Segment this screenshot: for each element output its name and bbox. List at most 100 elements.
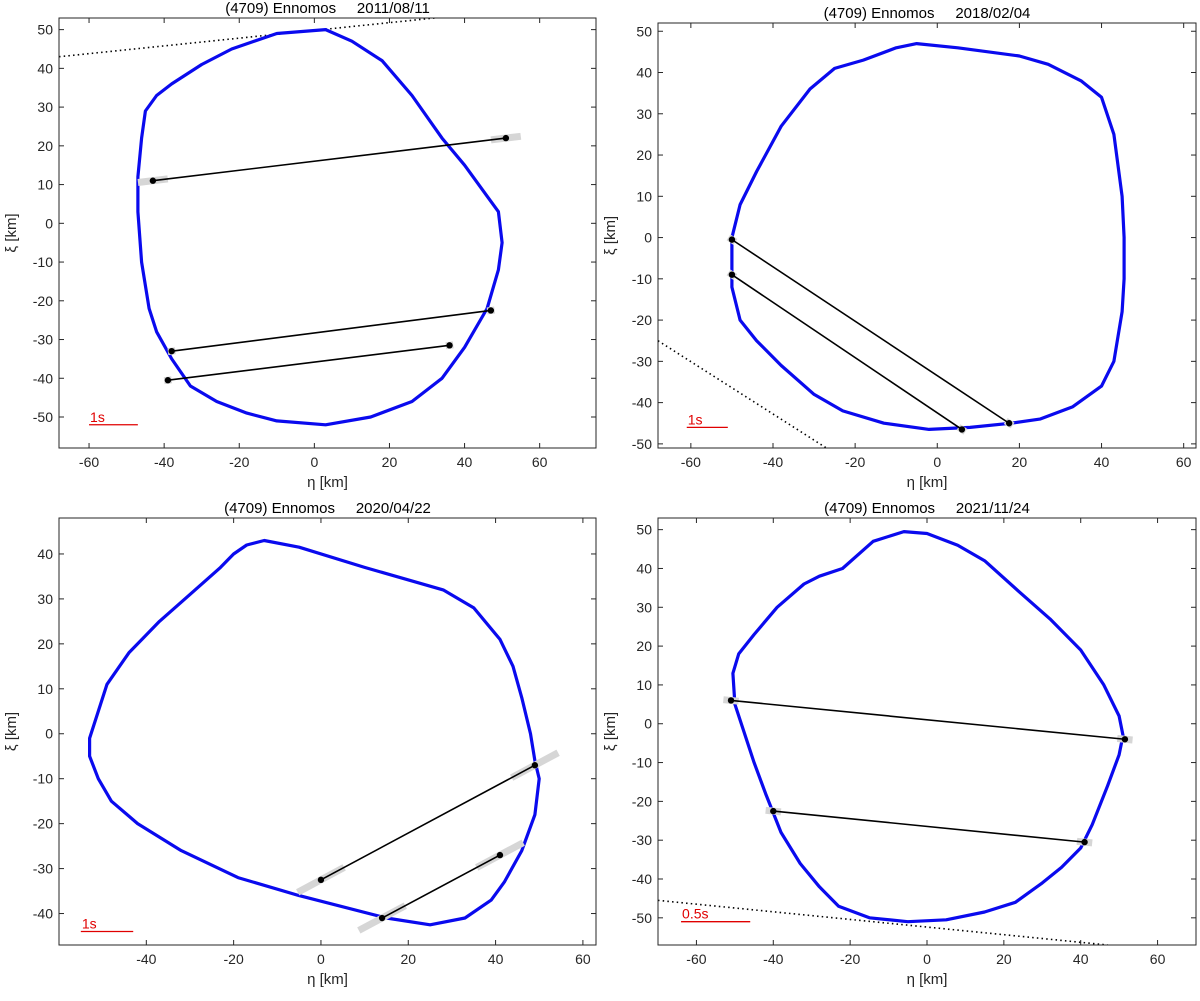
y-tick-label: 20 [636,147,652,163]
y-tick-label: 30 [37,99,53,115]
x-tick-label: -20 [224,951,244,967]
y-tick-label: -20 [632,312,652,328]
y-tick-label: 30 [636,106,652,122]
chord-point [446,342,453,349]
chord-point [728,236,736,243]
y-tick-label: -50 [33,409,53,425]
x-tick-label: 60 [532,454,548,470]
x-tick-label: -40 [136,951,156,967]
y-axis-label: ξ [km] [602,712,619,751]
chord-line [731,274,963,431]
chord-point [728,271,736,278]
x-tick-label: 0 [923,951,931,967]
y-tick-label: -40 [33,370,53,386]
y-tick-label: 0 [45,215,53,231]
negative-chord [658,340,827,448]
chart-panel-1: 1s -60 -40 -20 0 20 40 60 -50 -40 -30 -20 -10 0 10 20 30… [3,0,597,491]
chord-line [320,764,536,881]
chord-point [317,876,325,884]
y-tick-label: -20 [632,793,652,809]
shape-profile [730,41,1126,431]
x-axis-label: η [km] [307,971,348,988]
chord-line [152,137,506,182]
chart-title: (4709) Ennomos 2018/02/04 [824,5,1031,22]
x-tick-label: 0 [317,951,325,967]
x-tick-label: 20 [1012,454,1028,470]
chord-point [496,851,504,859]
chart-panel-2: 1s -60 -40 -20 0 20 40 60 -50 -40 -30 -20 -10 0 10 20 30… [602,5,1197,491]
y-tick-label: 0 [644,230,652,246]
y-tick-label: -30 [33,861,53,877]
y-tick-label: 0 [45,726,53,742]
y-tick-label: -10 [632,271,652,287]
chord-point [770,807,777,815]
y-tick-label: -30 [632,832,652,848]
chord-line [167,344,450,382]
y-tick-label: -30 [632,353,652,369]
y-tick-label: -10 [33,771,53,787]
x-tick-label: 40 [457,454,473,470]
axes-box [58,517,597,946]
y-axis-label: ξ [km] [602,216,619,255]
y-tick-label: 30 [37,591,53,607]
x-axis-label: η [km] [907,971,948,988]
y-tick-label: 50 [636,23,652,39]
y-tick-label: 40 [636,65,652,81]
y-tick-label: 40 [636,560,652,576]
x-tick-label: 0 [310,454,318,470]
chart-panel-4: 0.5s -60 -40 -20 0 20 40 60 -50 -40 -30 -20 -10 0 10 20… [602,500,1197,988]
y-axis-label: ξ [km] [3,213,20,252]
y-tick-label: 20 [37,636,53,652]
x-tick-label: -40 [154,454,174,470]
y-tick-label: 10 [636,677,652,693]
chord-line [171,309,491,352]
chord-point [531,762,539,769]
plot-area [658,41,1126,448]
y-tick-label: 50 [636,522,652,538]
y-tick-label: 0 [644,716,652,732]
y-tick-label: 10 [37,681,53,697]
y-tick-label: -40 [33,906,53,922]
chord-point [168,347,175,355]
chord-line [773,810,1085,843]
chart-title: (4709) Ennomos 2021/11/24 [824,500,1030,517]
y-tick-label: -40 [632,871,652,887]
x-tick-label: 20 [382,454,398,470]
plot-area [87,538,560,934]
y-tick-label: 20 [636,638,652,654]
chord-point [1121,736,1129,743]
x-tick-label: 60 [1176,454,1192,470]
x-tick-label: -60 [681,454,701,470]
y-tick-label: 40 [37,546,53,562]
scale-bar-label: 1s [688,411,703,427]
scale-bar-label: 0.5s [682,906,708,922]
chord-point [502,134,510,142]
chord-line [731,238,1010,424]
chord-line [730,699,1125,741]
negative-chord [658,899,1108,945]
x-tick-label: -20 [840,951,860,967]
x-tick-label: 20 [996,951,1012,967]
y-tick-label: 10 [37,177,53,193]
chord-point [164,377,172,384]
chord-point [378,914,386,922]
y-tick-label: -30 [33,332,53,348]
shape-profile [731,529,1125,924]
x-tick-label: -20 [845,454,865,470]
x-tick-label: 40 [488,951,504,967]
shape-profile [136,28,504,427]
axes-box [657,517,1197,946]
chart-title: (4709) Ennomos 2020/04/22 [224,500,431,517]
plot-area [658,529,1133,945]
x-axis-label: η [km] [907,474,948,491]
y-axis-label: ξ [km] [3,712,20,751]
scale-bar-label: 1s [90,409,105,425]
plot-area [59,18,522,427]
x-tick-label: 40 [1094,454,1110,470]
chord-point [1081,838,1088,846]
chord-line [381,854,501,919]
chart-panel-3: 1s -40 -20 0 20 40 60 -40 -30 -20 -10 0 10 20 30 40 (470… [3,500,597,988]
chord-point [149,177,157,184]
